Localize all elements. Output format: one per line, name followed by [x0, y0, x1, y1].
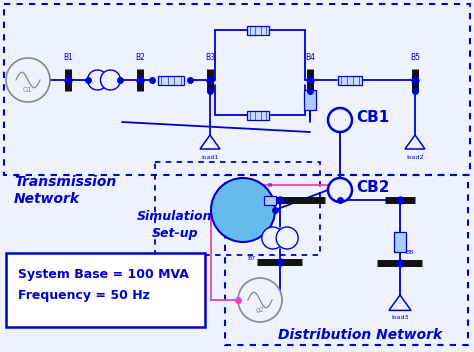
Circle shape: [276, 227, 298, 249]
Text: B3: B3: [205, 53, 215, 62]
Bar: [394, 232, 406, 252]
Text: System Base = 100 MVA
Frequency = 50 Hz: System Base = 100 MVA Frequency = 50 Hz: [18, 268, 189, 302]
Text: B2: B2: [135, 53, 145, 62]
Text: B8: B8: [405, 251, 413, 256]
Text: B: B: [268, 183, 272, 188]
Bar: [264, 195, 276, 205]
Circle shape: [262, 227, 284, 249]
Text: Simulation
Set-up: Simulation Set-up: [137, 210, 213, 239]
Circle shape: [238, 278, 282, 322]
Bar: [247, 25, 269, 34]
Bar: [247, 111, 269, 119]
Circle shape: [6, 58, 50, 102]
Bar: [4, 4, 470, 175]
Text: CB2: CB2: [356, 181, 390, 195]
Text: g2: g2: [255, 307, 264, 313]
Text: B5: B5: [410, 53, 420, 62]
Text: B4: B4: [305, 53, 315, 62]
Circle shape: [211, 178, 275, 242]
Circle shape: [328, 178, 352, 202]
Text: B7: B7: [248, 257, 256, 262]
Text: load2: load2: [406, 155, 424, 160]
Circle shape: [328, 108, 352, 132]
Bar: [304, 90, 316, 110]
Text: G1: G1: [23, 87, 33, 93]
Text: B1: B1: [63, 53, 73, 62]
Circle shape: [100, 70, 120, 90]
Bar: [225, 175, 468, 345]
Circle shape: [88, 70, 108, 90]
Text: load3: load3: [391, 315, 409, 320]
Bar: [158, 75, 184, 84]
Text: Distribution Network: Distribution Network: [278, 328, 442, 342]
Text: load1: load1: [201, 155, 219, 160]
Text: CB1: CB1: [356, 111, 389, 126]
Bar: [155, 162, 320, 255]
Bar: [338, 75, 362, 84]
Text: Transmission
Network: Transmission Network: [14, 175, 116, 206]
FancyBboxPatch shape: [6, 253, 205, 327]
